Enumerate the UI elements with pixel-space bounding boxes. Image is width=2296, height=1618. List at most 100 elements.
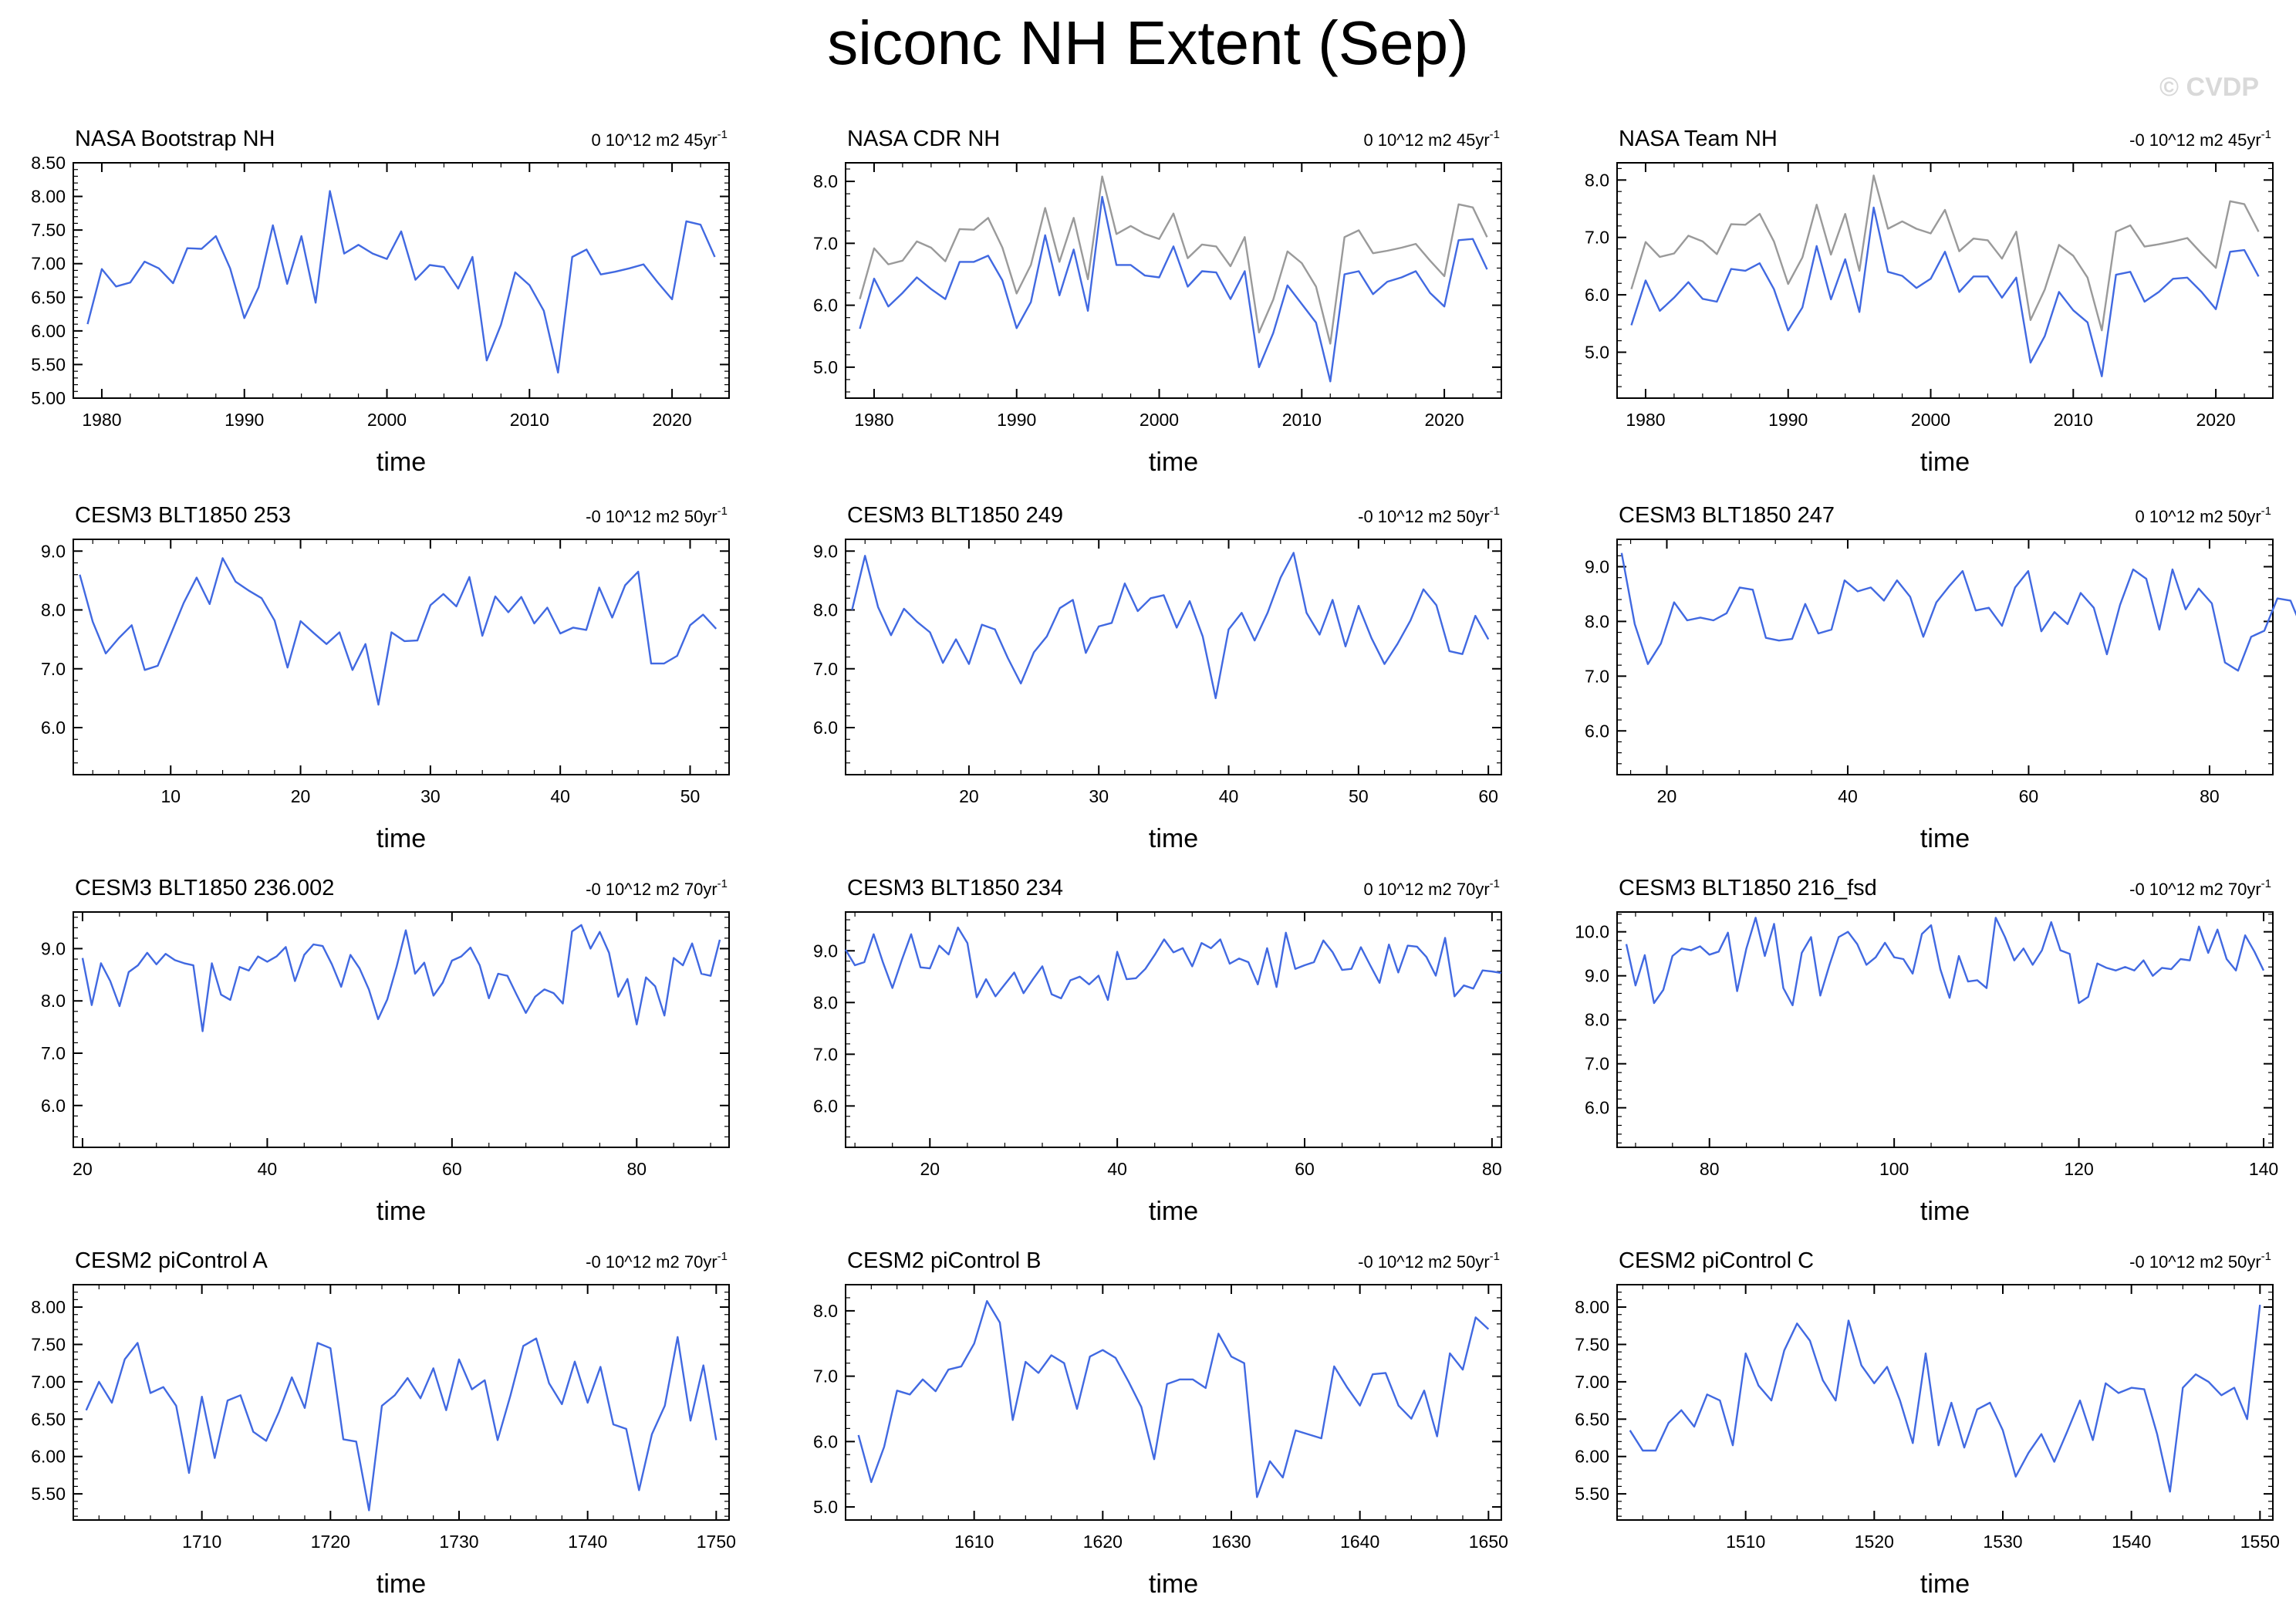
plot-frame (73, 911, 730, 1148)
series-line-primary (1620, 552, 2296, 672)
y-tick-label: 7.50 (31, 220, 66, 240)
panel-title: CESM2 piControl C (1619, 1248, 1814, 1273)
x-axis-label: time (1149, 1197, 1198, 1226)
y-tick-label: 8.0 (41, 991, 66, 1011)
y-tick-label: 5.0 (813, 1497, 838, 1517)
x-tick-label: 1980 (1626, 410, 1665, 430)
x-tick-label: 20 (1657, 786, 1677, 806)
x-axis-label: time (1920, 1197, 1970, 1226)
x-tick-label: 1630 (1211, 1532, 1251, 1552)
x-tick-label: 1620 (1083, 1532, 1123, 1552)
plot-frame (73, 539, 730, 775)
x-tick-label: 2000 (1140, 410, 1179, 430)
y-tick-label: 7.0 (813, 233, 838, 253)
y-tick-label: 6.0 (1585, 285, 1609, 305)
x-axis-label: time (1920, 1569, 1970, 1599)
y-tick-label: 5.50 (1575, 1484, 1609, 1504)
panel-3: NASA Team NH -0 10^12 m2 45yr-1 5.0 6.0 7.0 8… (1585, 127, 2274, 477)
x-tick-label: 1640 (1340, 1532, 1379, 1552)
x-tick-label: 30 (420, 786, 441, 806)
x-tick-label: 2000 (1911, 410, 1950, 430)
trend-label: -0 10^12 m2 50yr-1 (1358, 505, 1500, 526)
watermark: © CVDP (2159, 73, 2259, 102)
panel-title: CESM2 piControl B (847, 1248, 1041, 1273)
x-tick-label: 1540 (2112, 1532, 2151, 1552)
plot-frame (73, 162, 730, 399)
x-tick-label: 1550 (2240, 1532, 2280, 1552)
series-line-primary (1630, 206, 2260, 377)
y-tick-label: 9.0 (41, 541, 66, 561)
plot-frame (845, 162, 1502, 399)
x-tick-label: 60 (1478, 786, 1498, 806)
trend-label: -0 10^12 m2 70yr-1 (586, 877, 728, 899)
x-tick-label: 60 (1295, 1159, 1315, 1179)
y-tick-label: 5.50 (31, 354, 66, 374)
x-tick-label: 1990 (225, 410, 264, 430)
series-line-primary (79, 557, 718, 706)
x-tick-label: 40 (550, 786, 570, 806)
x-axis-label: time (1149, 448, 1198, 477)
x-tick-label: 1990 (1768, 410, 1808, 430)
x-tick-label: 2010 (510, 410, 549, 430)
trend-label: 0 10^12 m2 50yr-1 (2135, 505, 2271, 526)
y-tick-label: 7.00 (31, 1372, 66, 1392)
panel-title: CESM3 BLT1850 247 (1619, 503, 1835, 528)
y-tick-label: 7.0 (41, 659, 66, 679)
x-tick-label: 50 (1349, 786, 1369, 806)
plot-frame (845, 911, 1502, 1148)
x-tick-label: 1710 (182, 1532, 221, 1552)
series-line-primary (851, 552, 1490, 700)
plot-frame (1616, 911, 2274, 1148)
x-tick-label: 2000 (367, 410, 407, 430)
y-tick-label: 9.0 (813, 941, 838, 961)
y-tick-label: 8.0 (813, 171, 838, 191)
x-tick-label: 1610 (954, 1532, 994, 1552)
y-tick-label: 8.00 (31, 187, 66, 207)
y-tick-label: 6.50 (31, 287, 66, 307)
series-line-primary (859, 195, 1488, 383)
y-tick-label: 8.0 (1585, 1010, 1609, 1030)
panel-10: CESM2 piControl A -0 10^12 m2 70yr-1 5.50 6… (31, 1248, 736, 1599)
panel-7: CESM3 BLT1850 236.002 -0 10^12 m2 70yr-1 6… (41, 876, 730, 1226)
x-tick-label: 2010 (1282, 410, 1322, 430)
x-tick-label: 1730 (439, 1532, 478, 1552)
main-title: siconc NH Extent (Sep) (827, 8, 1469, 77)
y-tick-label: 6.0 (813, 1431, 838, 1451)
y-tick-label: 8.0 (1585, 170, 1609, 190)
y-tick-label: 9.0 (41, 938, 66, 958)
y-tick-label: 7.50 (1575, 1334, 1609, 1354)
x-tick-label: 1980 (82, 410, 121, 430)
x-tick-label: 40 (258, 1159, 278, 1179)
trend-label: 0 10^12 m2 70yr-1 (1363, 877, 1500, 899)
x-tick-label: 1530 (1983, 1532, 2022, 1552)
y-tick-label: 6.00 (1575, 1447, 1609, 1467)
trend-label: -0 10^12 m2 45yr-1 (2129, 128, 2271, 150)
panel-title: CESM3 BLT1850 236.002 (75, 876, 334, 900)
x-tick-label: 60 (442, 1159, 462, 1179)
x-axis-label: time (376, 1569, 426, 1599)
x-tick-label: 2020 (2196, 410, 2236, 430)
trend-label: -0 10^12 m2 50yr-1 (2129, 1250, 2271, 1272)
y-tick-label: 5.0 (1585, 342, 1609, 362)
panel-title: CESM3 BLT1850 249 (847, 503, 1063, 528)
x-axis-label: time (376, 824, 426, 853)
y-tick-label: 6.0 (1585, 1098, 1609, 1118)
x-tick-label: 1510 (1726, 1532, 1765, 1552)
x-tick-label: 1980 (854, 410, 893, 430)
y-tick-label: 7.0 (1585, 1054, 1609, 1074)
series-line-primary (81, 924, 721, 1032)
y-tick-label: 7.0 (41, 1043, 66, 1063)
y-tick-label: 8.00 (31, 1297, 66, 1317)
x-tick-label: 80 (1700, 1159, 1720, 1179)
plot-frame (845, 539, 1502, 775)
x-axis-label: time (1920, 824, 1970, 853)
panel-8: CESM3 BLT1850 234 0 10^12 m2 70yr-1 6.0 7.0… (813, 876, 1502, 1226)
y-tick-label: 8.50 (31, 153, 66, 173)
x-tick-label: 2020 (1425, 410, 1464, 430)
trend-label: -0 10^12 m2 70yr-1 (586, 1250, 728, 1272)
x-tick-label: 1750 (697, 1532, 736, 1552)
series-line-primary (1629, 1304, 2261, 1493)
series-line-primary (857, 1299, 1490, 1498)
y-tick-label: 5.00 (31, 388, 66, 408)
